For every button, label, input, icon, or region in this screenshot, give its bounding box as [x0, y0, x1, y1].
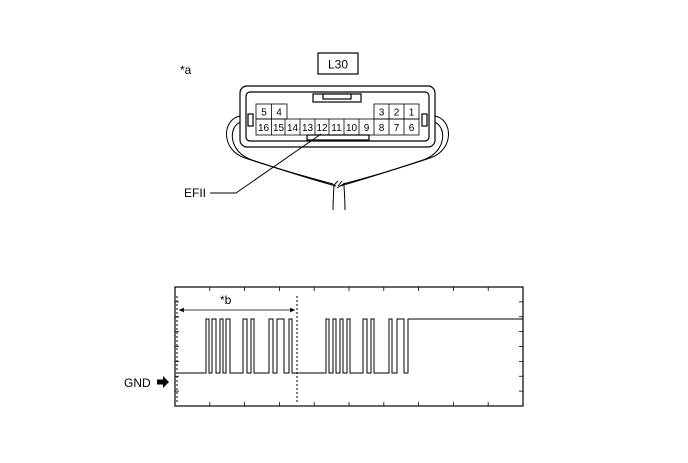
pin-5: 5: [261, 108, 267, 119]
signal-label: EFII: [184, 186, 206, 200]
connector-wires: [226, 115, 449, 211]
pin-14: 14: [287, 123, 299, 134]
pin-12: 12: [316, 123, 328, 134]
pin-1: 1: [409, 108, 415, 119]
right-arrow-icon: [157, 376, 169, 388]
connector-view: *a L30: [180, 52, 449, 211]
oscilloscope-ticks: [175, 287, 523, 406]
pin-15: 15: [273, 123, 285, 134]
pin-3: 3: [379, 108, 385, 119]
connector-marker: *a: [180, 63, 192, 77]
pin-6: 6: [409, 123, 415, 134]
pin-numbers: 5 4 3 2 1 16 15 14 13 12 11 10 9 8 7 6: [258, 108, 415, 135]
gnd-label: GND: [124, 376, 151, 390]
signal-leader-line-diagonal: [235, 133, 322, 194]
pin-7: 7: [394, 123, 400, 134]
pin-8: 8: [379, 123, 385, 134]
connector-label: L30: [328, 58, 348, 72]
pin-cavities: [255, 103, 420, 136]
period-marker: *b: [220, 293, 232, 307]
pin-11: 11: [331, 123, 342, 134]
connector-housing: [239, 85, 436, 148]
connector-label-box: [317, 52, 359, 75]
pin-16: 16: [258, 123, 270, 134]
oscilloscope-frame: [174, 286, 524, 407]
pin-4: 4: [276, 108, 282, 119]
pin-10: 10: [346, 123, 358, 134]
pin-9: 9: [364, 123, 370, 134]
waveform-view: *b GND: [124, 286, 524, 407]
signal-waveform: [178, 318, 523, 374]
gnd-marker: GND: [124, 376, 169, 390]
pin-2: 2: [394, 108, 400, 119]
pin-13: 13: [302, 123, 314, 134]
